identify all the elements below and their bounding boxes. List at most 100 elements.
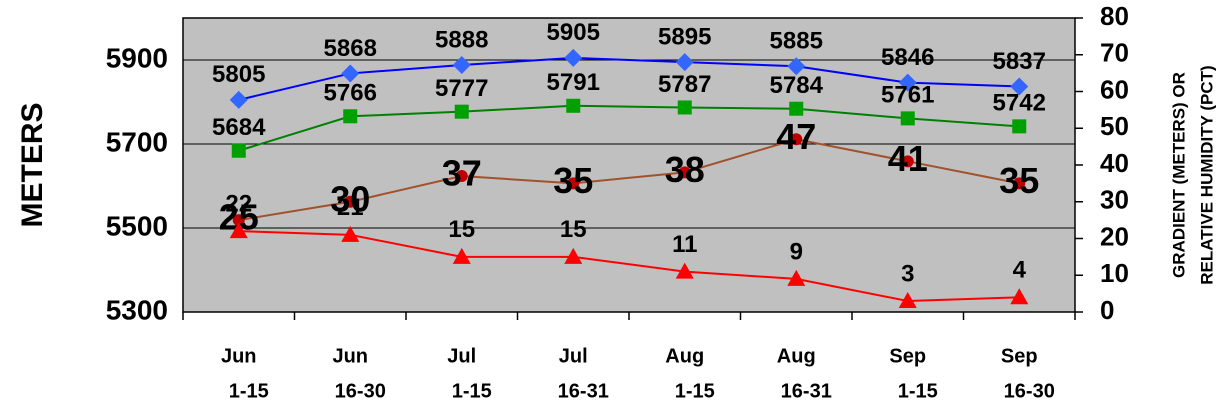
y-axis-title: METERS	[16, 102, 49, 227]
data-label: 21	[337, 194, 364, 221]
y2-tick-label: 0	[1100, 295, 1114, 325]
data-label: 22	[225, 190, 252, 217]
data-label: 5837	[993, 48, 1046, 75]
y2-tick-label: 40	[1100, 148, 1129, 178]
point	[343, 109, 358, 124]
y2-tick-label: 20	[1100, 221, 1129, 251]
point	[452, 247, 471, 264]
point	[341, 64, 360, 83]
y2-tick-label: 10	[1100, 258, 1129, 288]
data-label: 11	[672, 231, 697, 258]
y2-tick-label: 60	[1100, 74, 1129, 104]
data-label: 30	[330, 178, 370, 219]
point	[455, 170, 468, 183]
data-label: 4	[1013, 257, 1027, 284]
y2-tick-label: 70	[1100, 38, 1129, 68]
point	[1012, 119, 1027, 134]
plot-area	[182, 17, 1076, 313]
y-tick-label: 5700	[106, 126, 168, 157]
point	[790, 133, 803, 146]
data-label: 5805	[212, 61, 265, 88]
point	[564, 48, 583, 67]
series-line	[238, 230, 1020, 302]
point	[678, 166, 691, 179]
point	[898, 73, 917, 92]
y2-tick-label: 30	[1100, 185, 1129, 215]
y-tick-label: 5500	[106, 210, 168, 241]
y-tick-label: 5300	[106, 294, 168, 325]
x-tick-label: Aug	[665, 345, 704, 367]
x-tick-label: 16-30	[335, 380, 386, 402]
point	[229, 90, 248, 109]
data-label: 5742	[993, 90, 1046, 117]
x-tick-label: Aug	[777, 345, 816, 367]
point	[564, 247, 583, 264]
data-label: 5905	[547, 19, 600, 46]
point	[232, 214, 245, 227]
data-label: 5791	[547, 69, 600, 96]
point	[677, 100, 692, 115]
x-tick-label: 1-15	[898, 380, 938, 402]
x-tick-label: 1-15	[229, 380, 269, 402]
data-label: 5846	[881, 44, 934, 71]
data-label: 5761	[881, 82, 934, 109]
x-tick-label: Jul	[559, 345, 588, 367]
point	[675, 262, 694, 279]
y2-axis-title: RELATIVE HUMIDITY (PCT)	[1197, 65, 1216, 284]
data-label: 5888	[435, 26, 488, 53]
point	[229, 222, 248, 239]
x-tick-label: Jul	[447, 345, 476, 367]
data-label: 41	[888, 138, 928, 179]
point	[901, 155, 914, 168]
point	[787, 57, 806, 76]
series-line	[238, 104, 1020, 152]
data-label: 5885	[770, 28, 823, 55]
data-label: 5777	[435, 75, 488, 102]
data-label: 5787	[658, 71, 711, 98]
data-label: 37	[442, 153, 482, 194]
data-label: 5766	[324, 80, 377, 107]
x-tick-label: Jun	[221, 345, 257, 367]
point	[344, 195, 357, 208]
data-label: 5684	[212, 114, 266, 141]
point	[341, 225, 360, 242]
data-label: 15	[448, 216, 475, 243]
y2-tick-label: 80	[1100, 1, 1129, 31]
series-line	[238, 56, 1020, 101]
point	[789, 101, 804, 116]
point	[566, 98, 581, 113]
y2-axis-title: GRADIENT (METERS) OR	[1169, 72, 1188, 278]
x-tick-label: 16-31	[558, 380, 609, 402]
point	[452, 56, 471, 75]
point	[900, 111, 915, 126]
point	[675, 53, 694, 72]
y-tick-label: 5900	[106, 42, 168, 73]
x-tick-label: Jun	[332, 345, 368, 367]
point	[231, 143, 246, 158]
x-tick-label: 1-15	[452, 380, 492, 402]
point	[1013, 177, 1026, 190]
x-tick-label: Sep	[1001, 345, 1038, 367]
point	[898, 291, 917, 308]
data-label: 35	[553, 160, 593, 201]
data-label: 5895	[658, 23, 711, 50]
x-tick-label: Sep	[889, 345, 926, 367]
point	[1010, 77, 1029, 96]
point	[1010, 288, 1029, 305]
x-tick-label: 1-15	[675, 380, 715, 402]
data-label: 5784	[770, 72, 824, 99]
data-label: 5868	[324, 35, 377, 62]
data-label: 15	[560, 216, 587, 243]
data-label: 38	[665, 149, 705, 190]
y2-tick-label: 50	[1100, 111, 1129, 141]
x-tick-label: 16-30	[1004, 380, 1055, 402]
data-label: 3	[901, 260, 914, 287]
point	[567, 177, 580, 190]
x-tick-label: 16-31	[781, 380, 832, 402]
point	[454, 104, 469, 119]
data-label: 47	[776, 116, 816, 157]
series-line	[238, 138, 1020, 222]
data-label: 9	[790, 238, 803, 265]
data-label: 35	[999, 160, 1039, 201]
